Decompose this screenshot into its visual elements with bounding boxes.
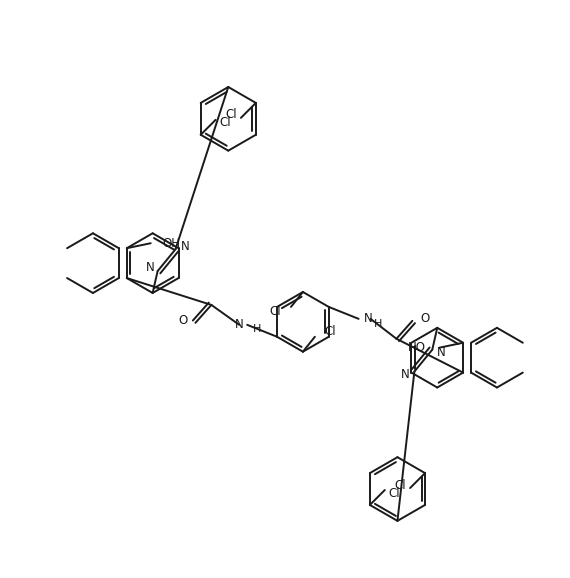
Text: H: H: [373, 319, 382, 329]
Text: O: O: [178, 314, 188, 327]
Text: N: N: [234, 318, 243, 331]
Text: H: H: [253, 324, 262, 334]
Text: OH: OH: [162, 237, 181, 250]
Text: N: N: [401, 368, 409, 381]
Text: N: N: [181, 240, 189, 253]
Text: N: N: [146, 261, 154, 273]
Text: HO: HO: [408, 341, 426, 354]
Text: O: O: [420, 312, 430, 325]
Text: Cl: Cl: [325, 325, 336, 338]
Text: Cl: Cl: [395, 479, 406, 491]
Text: Cl: Cl: [219, 116, 231, 129]
Text: Cl: Cl: [389, 487, 400, 499]
Text: Cl: Cl: [270, 305, 281, 318]
Text: N: N: [437, 346, 446, 359]
Text: N: N: [364, 312, 372, 325]
Text: Cl: Cl: [226, 108, 237, 121]
